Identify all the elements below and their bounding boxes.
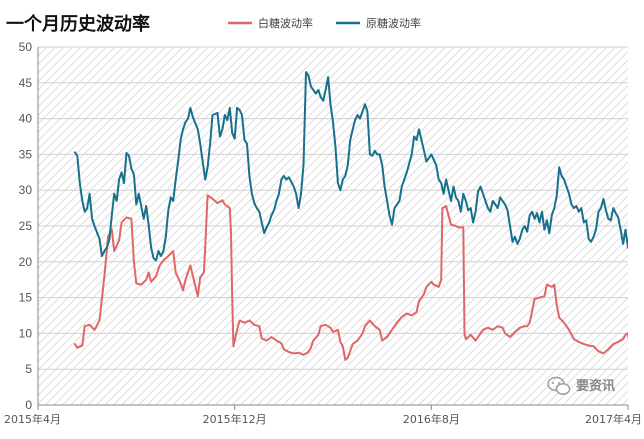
gridlines — [38, 46, 628, 406]
y-tick-label: 30 — [19, 183, 33, 197]
y-tick-label: 20 — [19, 255, 33, 269]
series-line-raw-sugar — [73, 71, 628, 262]
y-tick-label: 35 — [19, 147, 33, 161]
series-lines — [73, 71, 628, 361]
x-tick-label: 2017年4月 — [585, 412, 642, 426]
y-tick-label: 10 — [19, 326, 33, 340]
legend: 白糖波动率 原糖波动率 — [228, 16, 421, 30]
axes: 0 5 10 15 20 25 30 35 40 45 50 2015年4月 2015年12月 2016年… — [4, 40, 642, 426]
y-tick-label: 40 — [19, 112, 33, 126]
y-tick-label: 45 — [19, 76, 33, 90]
x-tick-label: 2015年12月 — [203, 412, 267, 426]
watermark-text: 要资讯 — [576, 378, 615, 394]
watermark: 要资讯 — [547, 376, 615, 395]
legend-label-white-sugar: 白糖波动率 — [258, 16, 313, 30]
legend-label-raw-sugar: 原糖波动率 — [366, 16, 421, 30]
y-tick-label: 0 — [25, 398, 32, 412]
y-tick-label: 50 — [19, 40, 33, 54]
chart-title: 一个月历史波动率 — [6, 13, 150, 35]
series-line-white-sugar — [73, 194, 628, 361]
x-tick-label: 2015年4月 — [4, 412, 61, 426]
y-tick-label: 25 — [19, 219, 33, 233]
y-tick-label: 5 — [25, 362, 32, 376]
wechat-icon — [547, 376, 571, 395]
x-tick-label: 2016年8月 — [403, 412, 460, 426]
y-tick-label: 15 — [19, 291, 33, 305]
